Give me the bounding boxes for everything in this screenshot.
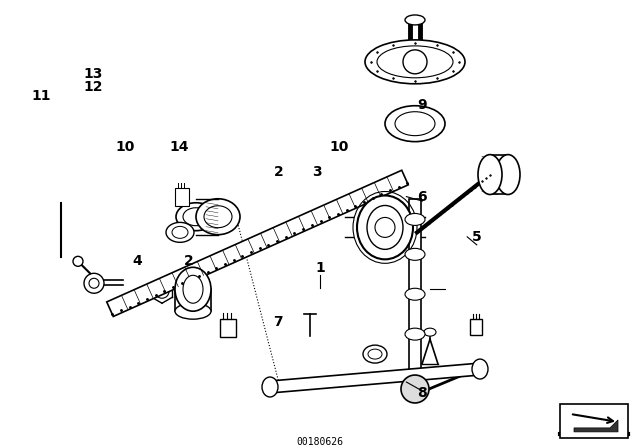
Ellipse shape [363, 345, 387, 363]
Ellipse shape [478, 155, 502, 194]
Text: 3: 3 [312, 165, 322, 179]
FancyBboxPatch shape [560, 404, 628, 438]
Ellipse shape [403, 50, 427, 74]
Ellipse shape [357, 195, 413, 259]
Ellipse shape [262, 377, 278, 397]
Text: 8: 8 [417, 386, 428, 400]
Ellipse shape [405, 328, 425, 340]
Ellipse shape [172, 226, 188, 238]
Ellipse shape [166, 222, 194, 242]
Text: 2: 2 [184, 254, 194, 268]
FancyBboxPatch shape [175, 188, 189, 206]
Text: 4: 4 [132, 254, 143, 268]
Polygon shape [269, 363, 481, 393]
Ellipse shape [367, 206, 403, 250]
Ellipse shape [405, 288, 425, 300]
Text: 13: 13 [83, 67, 102, 81]
Ellipse shape [424, 328, 436, 336]
Ellipse shape [89, 278, 99, 288]
Ellipse shape [496, 155, 520, 194]
Ellipse shape [196, 199, 240, 235]
Ellipse shape [73, 256, 83, 266]
FancyBboxPatch shape [409, 199, 421, 399]
Ellipse shape [405, 213, 425, 225]
Ellipse shape [395, 112, 435, 136]
Ellipse shape [183, 275, 203, 303]
Ellipse shape [368, 349, 382, 359]
Ellipse shape [176, 203, 216, 231]
FancyBboxPatch shape [470, 319, 482, 335]
Ellipse shape [405, 15, 425, 25]
Text: 11: 11 [32, 89, 51, 103]
Ellipse shape [155, 284, 169, 298]
Text: 1: 1 [315, 261, 325, 275]
Ellipse shape [385, 106, 445, 142]
Ellipse shape [405, 248, 425, 260]
Text: 00180626: 00180626 [296, 437, 344, 447]
FancyBboxPatch shape [220, 319, 236, 337]
Ellipse shape [183, 208, 209, 226]
Ellipse shape [204, 206, 232, 228]
Text: 5: 5 [472, 230, 482, 244]
Text: 6: 6 [417, 190, 428, 203]
Text: 12: 12 [83, 80, 102, 94]
Ellipse shape [375, 217, 395, 237]
Text: 10: 10 [115, 141, 134, 155]
Ellipse shape [175, 267, 211, 311]
Ellipse shape [377, 46, 453, 78]
Ellipse shape [84, 273, 104, 293]
Ellipse shape [401, 375, 429, 403]
Polygon shape [574, 420, 618, 432]
Text: 2: 2 [273, 165, 284, 179]
Ellipse shape [175, 303, 211, 319]
Text: 7: 7 [273, 315, 284, 329]
Text: 10: 10 [330, 141, 349, 155]
Text: 9: 9 [417, 98, 428, 112]
Ellipse shape [472, 359, 488, 379]
Text: 14: 14 [170, 141, 189, 155]
Ellipse shape [90, 277, 102, 287]
Polygon shape [107, 170, 408, 316]
Ellipse shape [365, 40, 465, 84]
